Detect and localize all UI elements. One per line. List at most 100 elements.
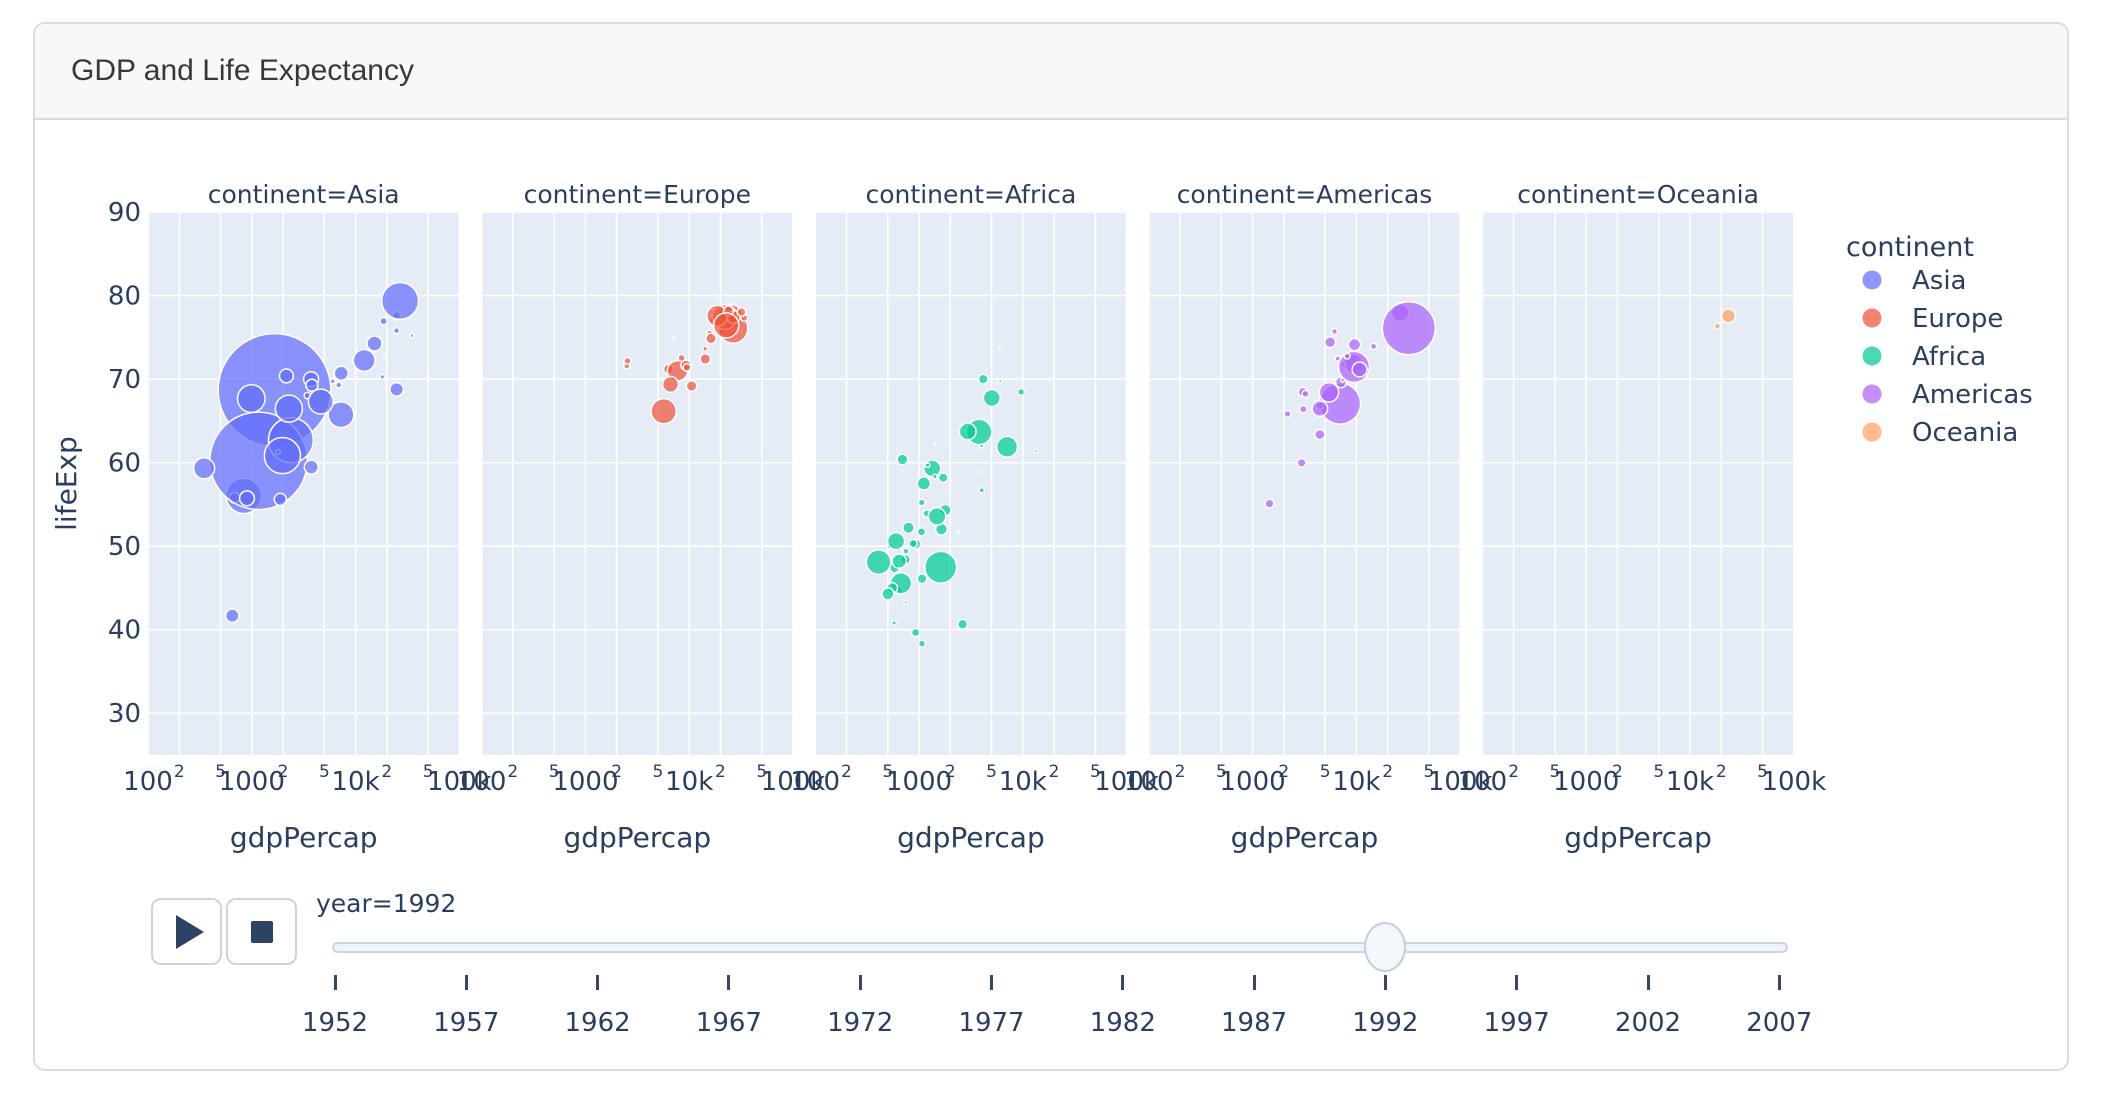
bubble-somalia[interactable] bbox=[910, 627, 921, 638]
bubble-lesotho[interactable] bbox=[924, 462, 931, 469]
bubble-mozambique[interactable] bbox=[881, 587, 895, 601]
bubble-hungary[interactable] bbox=[685, 379, 698, 393]
bubble-libya[interactable] bbox=[1016, 387, 1026, 397]
bubble-costa-rica[interactable] bbox=[1330, 327, 1339, 336]
year-tick-label-2007[interactable]: 2007 bbox=[1746, 1008, 1813, 1038]
bubble-myanmar[interactable] bbox=[192, 457, 216, 480]
bubble-nigeria[interactable] bbox=[924, 550, 958, 584]
bubble-sudan[interactable] bbox=[927, 506, 947, 526]
year-slider-handle[interactable] bbox=[1364, 922, 1407, 972]
bubble-guinea-bissau[interactable] bbox=[903, 600, 909, 605]
bubble-singapore[interactable] bbox=[392, 327, 401, 335]
legend-item-oceania[interactable]: Oceania bbox=[1862, 418, 2019, 448]
bubble-tunisia[interactable] bbox=[977, 373, 989, 385]
bubble-oman[interactable] bbox=[379, 373, 386, 380]
bubble-panama[interactable] bbox=[1334, 355, 1342, 362]
bubble-philippines[interactable] bbox=[274, 394, 304, 423]
bubble-united-states[interactable] bbox=[1381, 301, 1437, 356]
bubble-afghanistan[interactable] bbox=[224, 608, 240, 624]
stop-button[interactable] bbox=[226, 898, 297, 965]
bubble-australia[interactable] bbox=[1720, 308, 1737, 324]
bubble-tanzania[interactable] bbox=[886, 531, 906, 551]
bubble-slovenia[interactable] bbox=[702, 345, 709, 352]
bubble-djibouti[interactable] bbox=[956, 531, 960, 535]
legend-item-africa[interactable]: Africa bbox=[1862, 342, 1987, 372]
year-slider-track[interactable] bbox=[332, 942, 1788, 953]
bubble-mauritius[interactable] bbox=[997, 378, 1003, 384]
bubble-uganda[interactable] bbox=[891, 553, 908, 569]
bubble-reunion[interactable] bbox=[998, 346, 1003, 351]
bubble-guatemala[interactable] bbox=[1314, 428, 1326, 441]
bubble-iran[interactable] bbox=[327, 401, 355, 429]
year-tick-label-1987[interactable]: 1987 bbox=[1221, 1008, 1288, 1038]
bubble-madagascar[interactable] bbox=[901, 521, 916, 535]
bubble-liberia[interactable] bbox=[891, 619, 898, 627]
year-tick-label-1957[interactable]: 1957 bbox=[433, 1008, 500, 1038]
bubble-trinidad-and-tobago[interactable] bbox=[1340, 377, 1346, 383]
bubble-yemen-rep[interactable] bbox=[273, 492, 288, 507]
bubble-central-african-republic[interactable] bbox=[902, 547, 910, 555]
bubble-peru[interactable] bbox=[1311, 400, 1329, 418]
bubble-algeria[interactable] bbox=[982, 388, 1002, 408]
bubble-lebanon[interactable] bbox=[335, 381, 343, 389]
bubble-montenegro[interactable] bbox=[671, 336, 676, 341]
bubble-venezuela[interactable] bbox=[1351, 361, 1368, 378]
bubble-west-bank-and-gaza[interactable] bbox=[329, 378, 336, 385]
bubble-paraguay[interactable] bbox=[1301, 389, 1310, 399]
bubble-portugal[interactable] bbox=[705, 332, 717, 345]
bubble-new-zealand[interactable] bbox=[1713, 322, 1722, 330]
bubble-colombia[interactable] bbox=[1318, 381, 1340, 403]
year-tick-label-1952[interactable]: 1952 bbox=[301, 1008, 369, 1038]
bubble-senegal[interactable] bbox=[937, 472, 949, 484]
bubble-ghana[interactable] bbox=[916, 476, 932, 491]
bubble-zambia[interactable] bbox=[916, 573, 928, 585]
bubble-slovak-republic[interactable] bbox=[682, 362, 692, 373]
bubble-bolivia[interactable] bbox=[1296, 457, 1307, 468]
bubble-mauritania[interactable] bbox=[931, 473, 939, 480]
year-tick-label-1977[interactable]: 1977 bbox=[958, 1008, 1025, 1038]
bubble-puerto-rico[interactable] bbox=[1369, 342, 1378, 351]
bubble-taiwan[interactable] bbox=[366, 335, 383, 352]
bubble-turkey[interactable] bbox=[650, 397, 678, 425]
bubble-nicaragua[interactable] bbox=[1283, 409, 1292, 418]
year-tick-label-1982[interactable]: 1982 bbox=[1089, 1008, 1156, 1038]
bubble-thailand[interactable] bbox=[307, 388, 334, 415]
bubble-united-kingdom[interactable] bbox=[712, 312, 740, 339]
bubble-kuwait[interactable] bbox=[409, 333, 415, 339]
bubble-zimbabwe[interactable] bbox=[896, 453, 909, 466]
bubble-japan[interactable] bbox=[380, 281, 420, 321]
bubble-chile[interactable] bbox=[1347, 337, 1362, 352]
bubble-chad[interactable] bbox=[916, 526, 927, 537]
bubble-honduras[interactable] bbox=[1298, 404, 1308, 414]
bubble-saudi-arabia[interactable] bbox=[389, 381, 405, 397]
bubble-korea-rep[interactable] bbox=[352, 348, 376, 373]
legend-item-europe[interactable]: Europe bbox=[1862, 304, 2004, 334]
bubble-angola[interactable] bbox=[956, 618, 969, 630]
year-tick-label-1962[interactable]: 1962 bbox=[564, 1008, 631, 1038]
bubble-pakistan[interactable] bbox=[263, 436, 302, 475]
legend-item-asia[interactable]: Asia bbox=[1862, 266, 1967, 296]
bubble-haiti[interactable] bbox=[1264, 498, 1275, 509]
bubble-togo[interactable] bbox=[917, 498, 926, 507]
year-tick-label-1972[interactable]: 1972 bbox=[827, 1008, 894, 1038]
bubble-switzerland[interactable] bbox=[736, 306, 747, 318]
bubble-cuba[interactable] bbox=[1324, 336, 1337, 349]
bubble-sri-lanka[interactable] bbox=[278, 368, 295, 384]
play-button[interactable] bbox=[151, 898, 222, 965]
bubble-sao-tome-and-principe[interactable] bbox=[933, 442, 937, 446]
bubble-gabon[interactable] bbox=[1034, 448, 1039, 454]
bubble-namibia[interactable] bbox=[978, 443, 985, 449]
year-tick-label-1992[interactable]: 1992 bbox=[1352, 1008, 1419, 1038]
bubble-romania[interactable] bbox=[661, 375, 680, 394]
legend-item-americas[interactable]: Americas bbox=[1862, 380, 2033, 410]
bubble-guinea[interactable] bbox=[908, 538, 918, 549]
year-tick-label-1997[interactable]: 1997 bbox=[1483, 1008, 1550, 1038]
bubble-iraq[interactable] bbox=[303, 459, 320, 475]
year-tick-label-1967[interactable]: 1967 bbox=[695, 1008, 762, 1038]
bubble-israel[interactable] bbox=[379, 316, 389, 326]
bubble-bosnia-and-herzegovina[interactable] bbox=[623, 356, 632, 366]
bubble-congo-rep[interactable] bbox=[978, 486, 986, 494]
bubble-uruguay[interactable] bbox=[1343, 352, 1351, 360]
bubble-morocco[interactable] bbox=[958, 422, 977, 441]
bubble-czech-republic[interactable] bbox=[699, 352, 712, 366]
